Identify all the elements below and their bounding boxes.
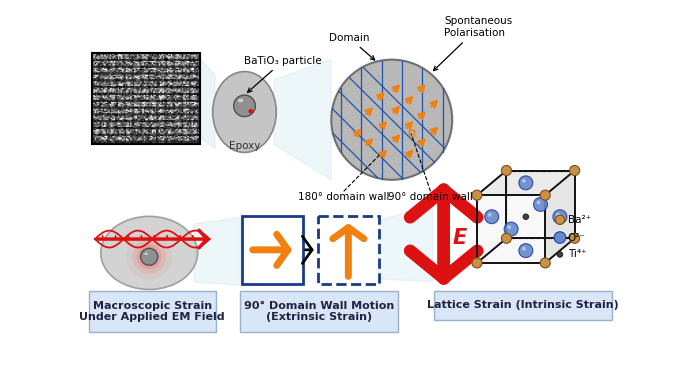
FancyBboxPatch shape bbox=[89, 291, 216, 332]
Polygon shape bbox=[477, 195, 545, 263]
Bar bbox=[92, 53, 200, 144]
Circle shape bbox=[249, 109, 253, 114]
Text: Domain: Domain bbox=[329, 33, 375, 60]
Text: E: E bbox=[453, 227, 467, 248]
Text: 90° Domain Wall Motion
(Extrinsic Strain): 90° Domain Wall Motion (Extrinsic Strain… bbox=[244, 301, 394, 322]
Polygon shape bbox=[545, 171, 575, 263]
Circle shape bbox=[488, 213, 492, 217]
Circle shape bbox=[504, 222, 518, 236]
Circle shape bbox=[570, 166, 580, 175]
Ellipse shape bbox=[213, 71, 276, 152]
Circle shape bbox=[137, 244, 162, 269]
Circle shape bbox=[534, 197, 547, 211]
Polygon shape bbox=[379, 204, 433, 281]
Text: Macroscopic Strain
Under Applied EM Field: Macroscopic Strain Under Applied EM Fiel… bbox=[79, 301, 225, 322]
Ellipse shape bbox=[101, 217, 197, 289]
Circle shape bbox=[556, 215, 564, 224]
Circle shape bbox=[554, 232, 566, 243]
Circle shape bbox=[132, 240, 166, 274]
Circle shape bbox=[557, 252, 562, 257]
Text: Epoxy: Epoxy bbox=[229, 141, 260, 151]
Circle shape bbox=[553, 210, 567, 223]
Bar bbox=[409, 130, 414, 136]
Polygon shape bbox=[477, 171, 575, 195]
Ellipse shape bbox=[238, 99, 243, 102]
Polygon shape bbox=[274, 60, 332, 180]
Text: Spontaneous
Polarisation: Spontaneous Polarisation bbox=[434, 17, 512, 71]
Text: Lattice Strain (Intrinsic Strain): Lattice Strain (Intrinsic Strain) bbox=[427, 300, 619, 310]
FancyBboxPatch shape bbox=[434, 291, 612, 320]
Circle shape bbox=[332, 60, 452, 180]
Circle shape bbox=[540, 190, 550, 200]
Bar bbox=[318, 216, 379, 284]
Circle shape bbox=[140, 248, 158, 265]
Text: 90° domain wall: 90° domain wall bbox=[388, 192, 473, 202]
Ellipse shape bbox=[144, 253, 148, 255]
Circle shape bbox=[522, 179, 526, 183]
Circle shape bbox=[472, 258, 482, 268]
Circle shape bbox=[501, 233, 512, 243]
Circle shape bbox=[536, 201, 540, 204]
Circle shape bbox=[501, 166, 512, 175]
Polygon shape bbox=[506, 171, 575, 238]
Circle shape bbox=[519, 176, 533, 190]
Polygon shape bbox=[194, 218, 240, 285]
Text: Ti⁴⁺: Ti⁴⁺ bbox=[568, 249, 586, 260]
Circle shape bbox=[570, 233, 580, 243]
Circle shape bbox=[523, 214, 529, 220]
Circle shape bbox=[519, 244, 533, 258]
Circle shape bbox=[522, 247, 526, 251]
Text: 180° domain wall: 180° domain wall bbox=[298, 192, 390, 202]
Text: O²⁻: O²⁻ bbox=[568, 232, 586, 242]
Circle shape bbox=[556, 213, 560, 217]
Circle shape bbox=[234, 95, 256, 117]
Circle shape bbox=[126, 234, 173, 280]
FancyBboxPatch shape bbox=[240, 291, 398, 332]
Text: Ba²⁺: Ba²⁺ bbox=[568, 215, 590, 225]
Circle shape bbox=[540, 258, 550, 268]
Bar bbox=[242, 216, 303, 284]
Circle shape bbox=[507, 225, 511, 229]
Circle shape bbox=[485, 210, 499, 223]
Circle shape bbox=[472, 190, 482, 200]
Polygon shape bbox=[200, 59, 215, 149]
Text: BaTiO₃ particle: BaTiO₃ particle bbox=[245, 56, 322, 92]
